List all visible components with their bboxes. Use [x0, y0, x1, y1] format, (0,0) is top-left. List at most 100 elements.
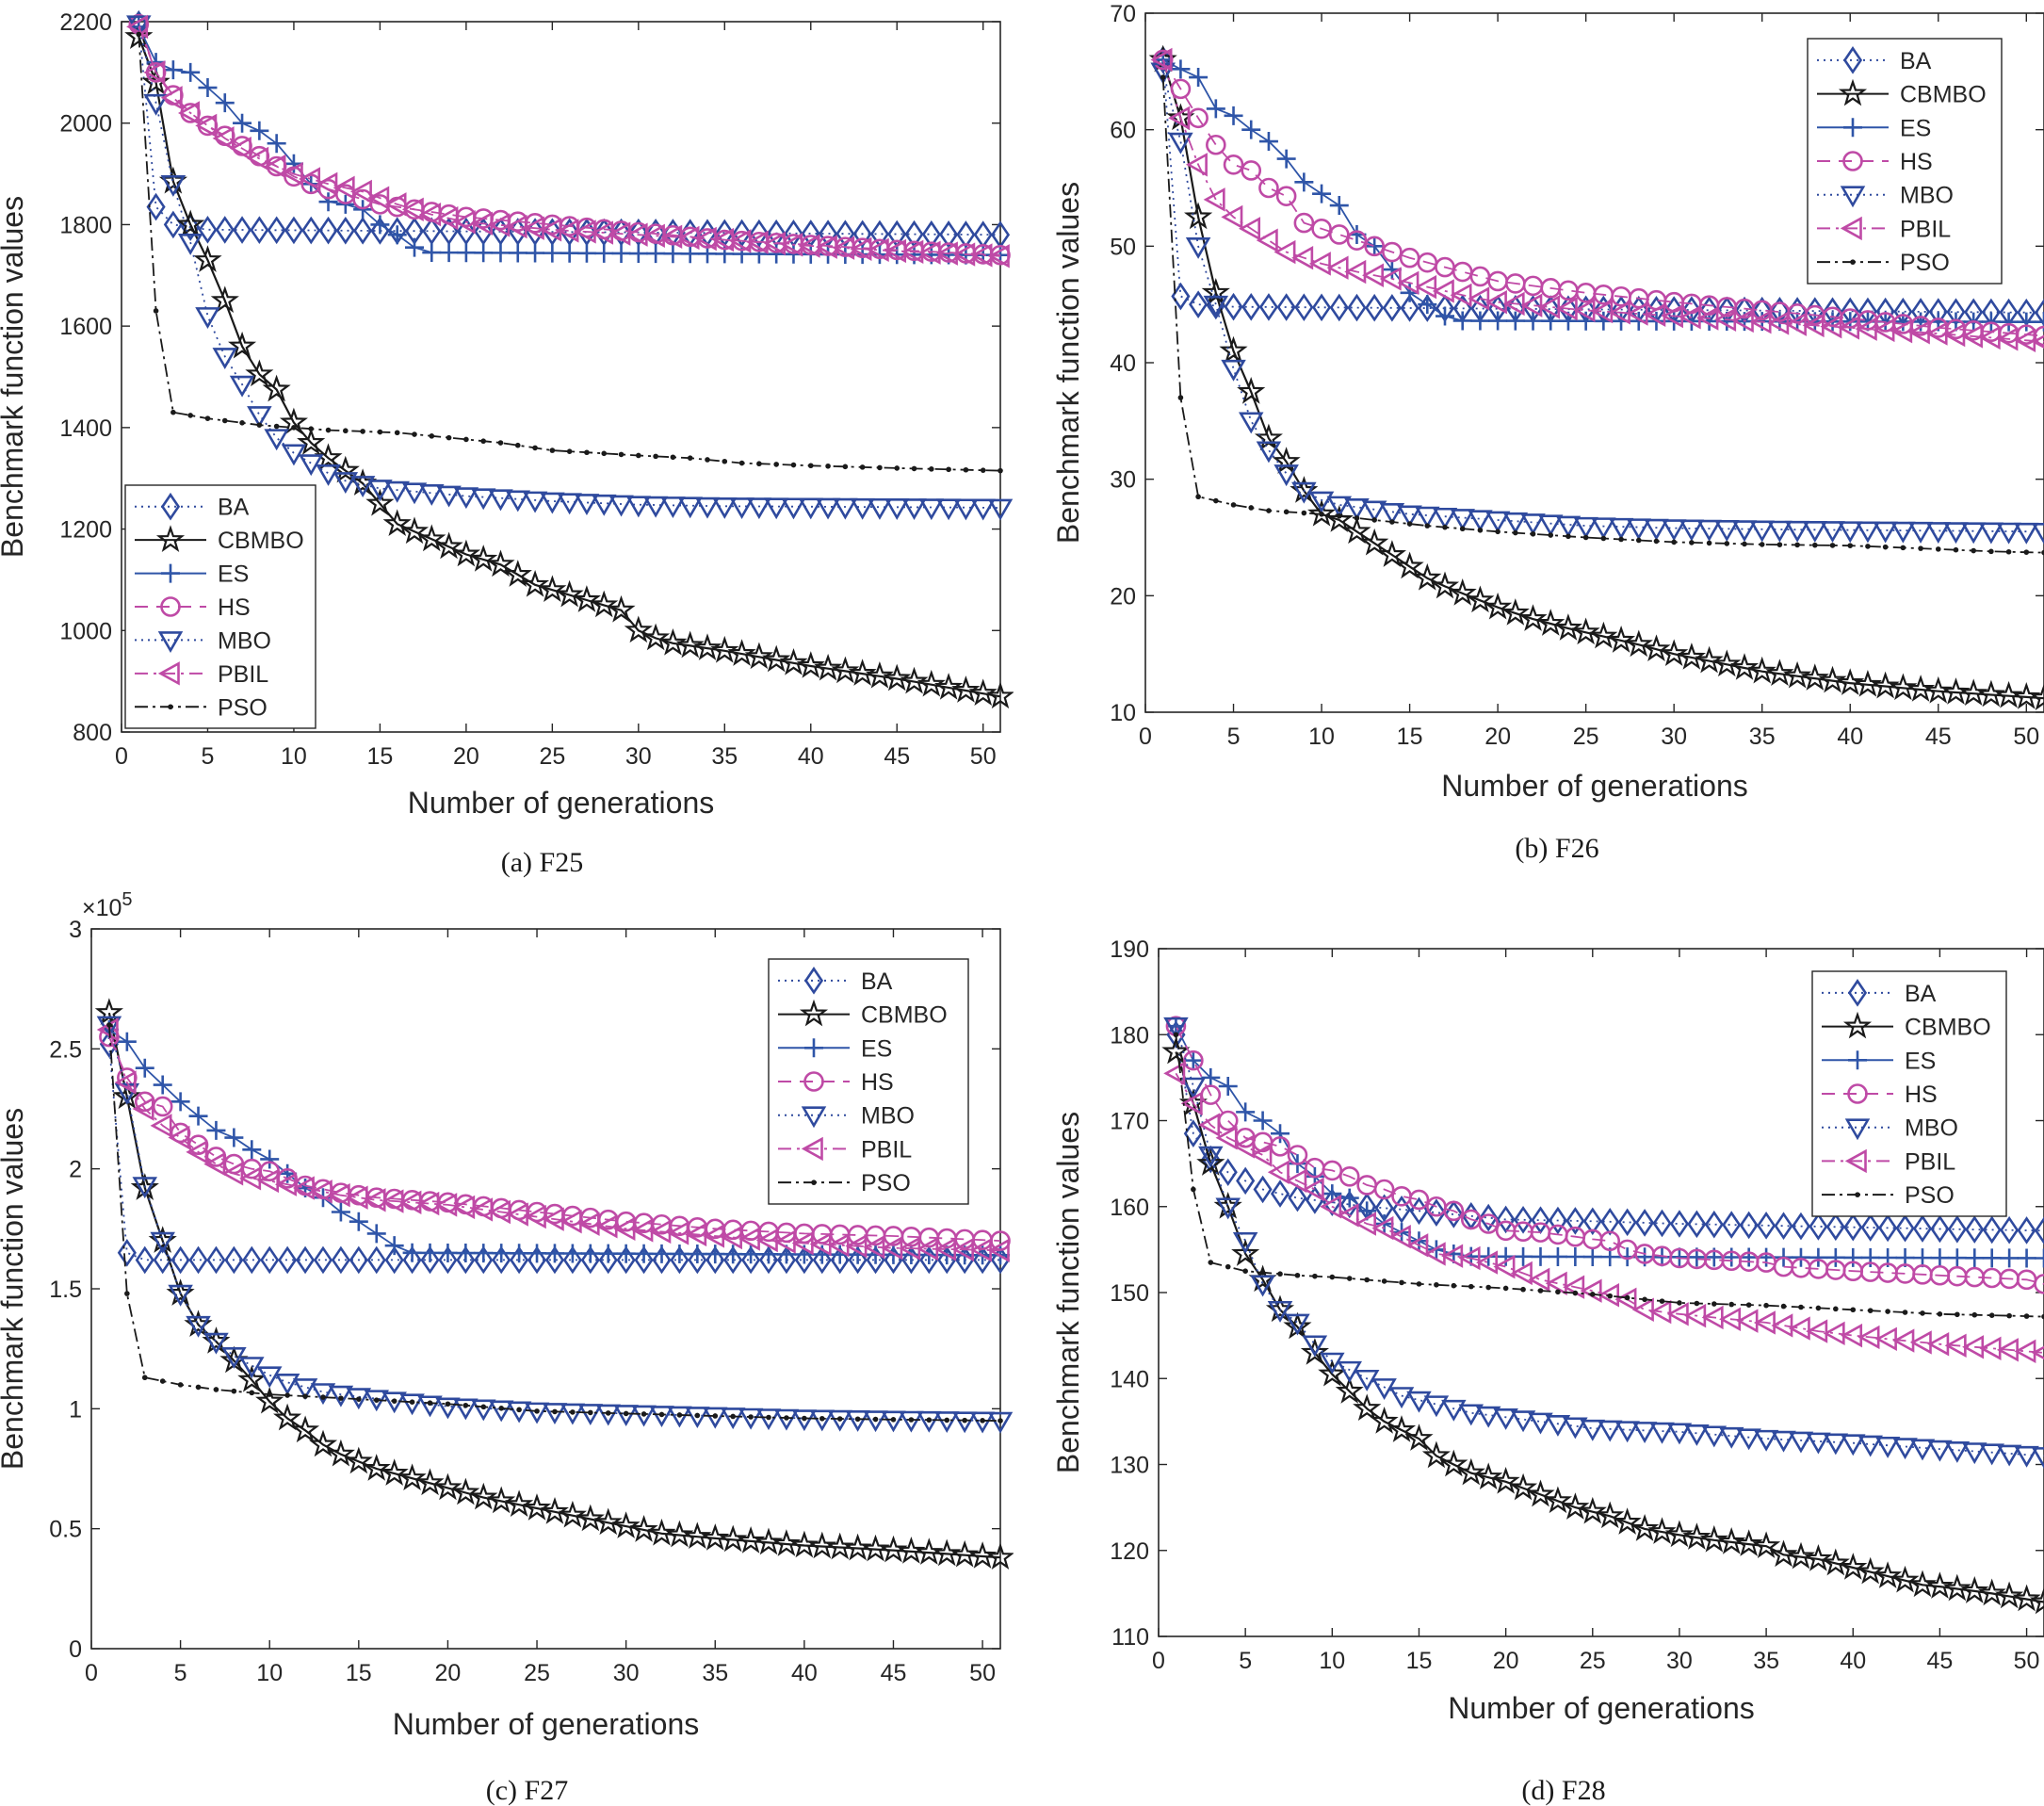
point-pbil: [1302, 1177, 1324, 1202]
point-pso: [377, 429, 383, 435]
point-cbmbo: [1804, 1544, 1833, 1571]
point-mbo: [1996, 1444, 2022, 1467]
legend-marker: [1842, 46, 1863, 74]
line-hs: [1175, 1025, 2044, 1285]
point-pbil: [1493, 1254, 1516, 1279]
legend-marker: [1842, 151, 1863, 171]
point-pso: [1495, 529, 1501, 535]
point-mbo: [591, 494, 617, 516]
point-ba: [260, 1245, 280, 1275]
point-pbil: [367, 186, 390, 210]
point-es: [680, 244, 700, 264]
point-ba: [1600, 1207, 1620, 1236]
point-pbil: [1631, 1297, 1654, 1322]
point-cbmbo: [1231, 1239, 1260, 1266]
point-pbil: [1614, 1287, 1637, 1312]
point-cbmbo: [762, 644, 791, 673]
point-cbmbo: [1518, 604, 1548, 631]
point-cbmbo: [779, 647, 808, 675]
point-pso: [790, 462, 797, 468]
point-pso: [738, 460, 745, 466]
point-mbo: [642, 496, 669, 518]
point-mbo: [1415, 506, 1440, 529]
y-tick-label: 30: [1110, 467, 1136, 494]
point-es: [560, 243, 579, 263]
point-cbmbo: [754, 1527, 784, 1555]
point-es: [527, 1244, 547, 1263]
point-hs: [1183, 1049, 1204, 1071]
point-cbmbo: [1717, 1527, 1746, 1554]
point-cbmbo: [1466, 585, 1495, 613]
point-ba: [1757, 1212, 1776, 1240]
point-pbil: [542, 1207, 564, 1231]
point-cbmbo: [1976, 679, 2006, 708]
point-ba: [616, 1245, 636, 1275]
line-pso: [1161, 76, 2044, 554]
point-mbo: [1597, 1420, 1623, 1442]
point-pbil: [1484, 289, 1507, 315]
point-cbmbo: [1839, 1553, 1868, 1580]
point-pso: [1259, 1269, 1266, 1276]
point-pso: [1195, 494, 1201, 500]
point-pso: [409, 1399, 415, 1406]
point-cbmbo: [665, 1520, 694, 1548]
point-ba: [1548, 1206, 1567, 1235]
point-cbmbo: [1553, 613, 1582, 641]
series-mbo: [1150, 62, 2044, 545]
y-tick-label: 160: [1110, 1195, 1149, 1221]
point-es: [1189, 68, 1209, 88]
x-tick-label: 25: [539, 743, 565, 770]
point-ba: [1294, 293, 1314, 321]
point-cbmbo: [727, 639, 756, 666]
point-ba: [1479, 1203, 1499, 1232]
point-cbmbo: [1439, 1449, 1468, 1477]
point-cbmbo: [487, 1486, 516, 1514]
series-pso: [136, 31, 1003, 474]
point-pbil: [1806, 1319, 1828, 1343]
point-hs: [1338, 1166, 1360, 1187]
y-tick-label: 190: [1110, 936, 1149, 963]
point-pso: [320, 1394, 326, 1400]
point-ba: [1496, 1205, 1516, 1234]
point-cbmbo: [380, 1458, 409, 1486]
point-es: [715, 244, 735, 264]
point-cbmbo: [1342, 516, 1371, 545]
point-mbo: [1873, 521, 1898, 544]
y-tick-label: 800: [73, 720, 112, 746]
point-cbmbo: [1642, 634, 1671, 662]
legend-label: HS: [1905, 1082, 1938, 1108]
point-pso: [532, 445, 538, 451]
x-tick-label: 40: [1837, 724, 1863, 750]
point-mbo: [660, 496, 686, 518]
point-es: [2035, 1248, 2044, 1268]
point-mbo: [649, 1406, 674, 1428]
legend-label: HS: [218, 594, 251, 621]
point-pso: [588, 1409, 593, 1416]
y-tick-label: 1400: [59, 415, 112, 442]
point-ba: [1947, 1214, 1967, 1244]
point-pso: [2006, 1312, 2012, 1319]
x-tick-label: 35: [702, 1660, 728, 1686]
point-es: [1436, 306, 1454, 326]
legend-marker: [168, 704, 173, 710]
point-mbo: [506, 1401, 532, 1424]
point-es: [1809, 1247, 1828, 1267]
point-cbmbo: [1942, 1573, 1971, 1602]
point-pso: [1935, 546, 1941, 552]
point-es: [1339, 1188, 1359, 1208]
point-pso: [908, 1417, 915, 1423]
point-es: [652, 1244, 672, 1263]
point-cbmbo: [1630, 1514, 1660, 1541]
point-es: [646, 244, 666, 264]
point-pso: [249, 1390, 255, 1396]
point-pbil: [1684, 1303, 1707, 1328]
x-tick-label: 20: [1493, 1648, 1519, 1674]
point-ba: [706, 1245, 725, 1275]
x-tick-label: 45: [1925, 724, 1952, 750]
point-mbo: [1608, 517, 1634, 540]
x-tick-label: 30: [1661, 724, 1687, 750]
point-pso: [1833, 1306, 1839, 1312]
point-ba: [206, 1245, 226, 1275]
point-cbmbo: [433, 1472, 462, 1501]
point-mbo: [488, 489, 513, 512]
